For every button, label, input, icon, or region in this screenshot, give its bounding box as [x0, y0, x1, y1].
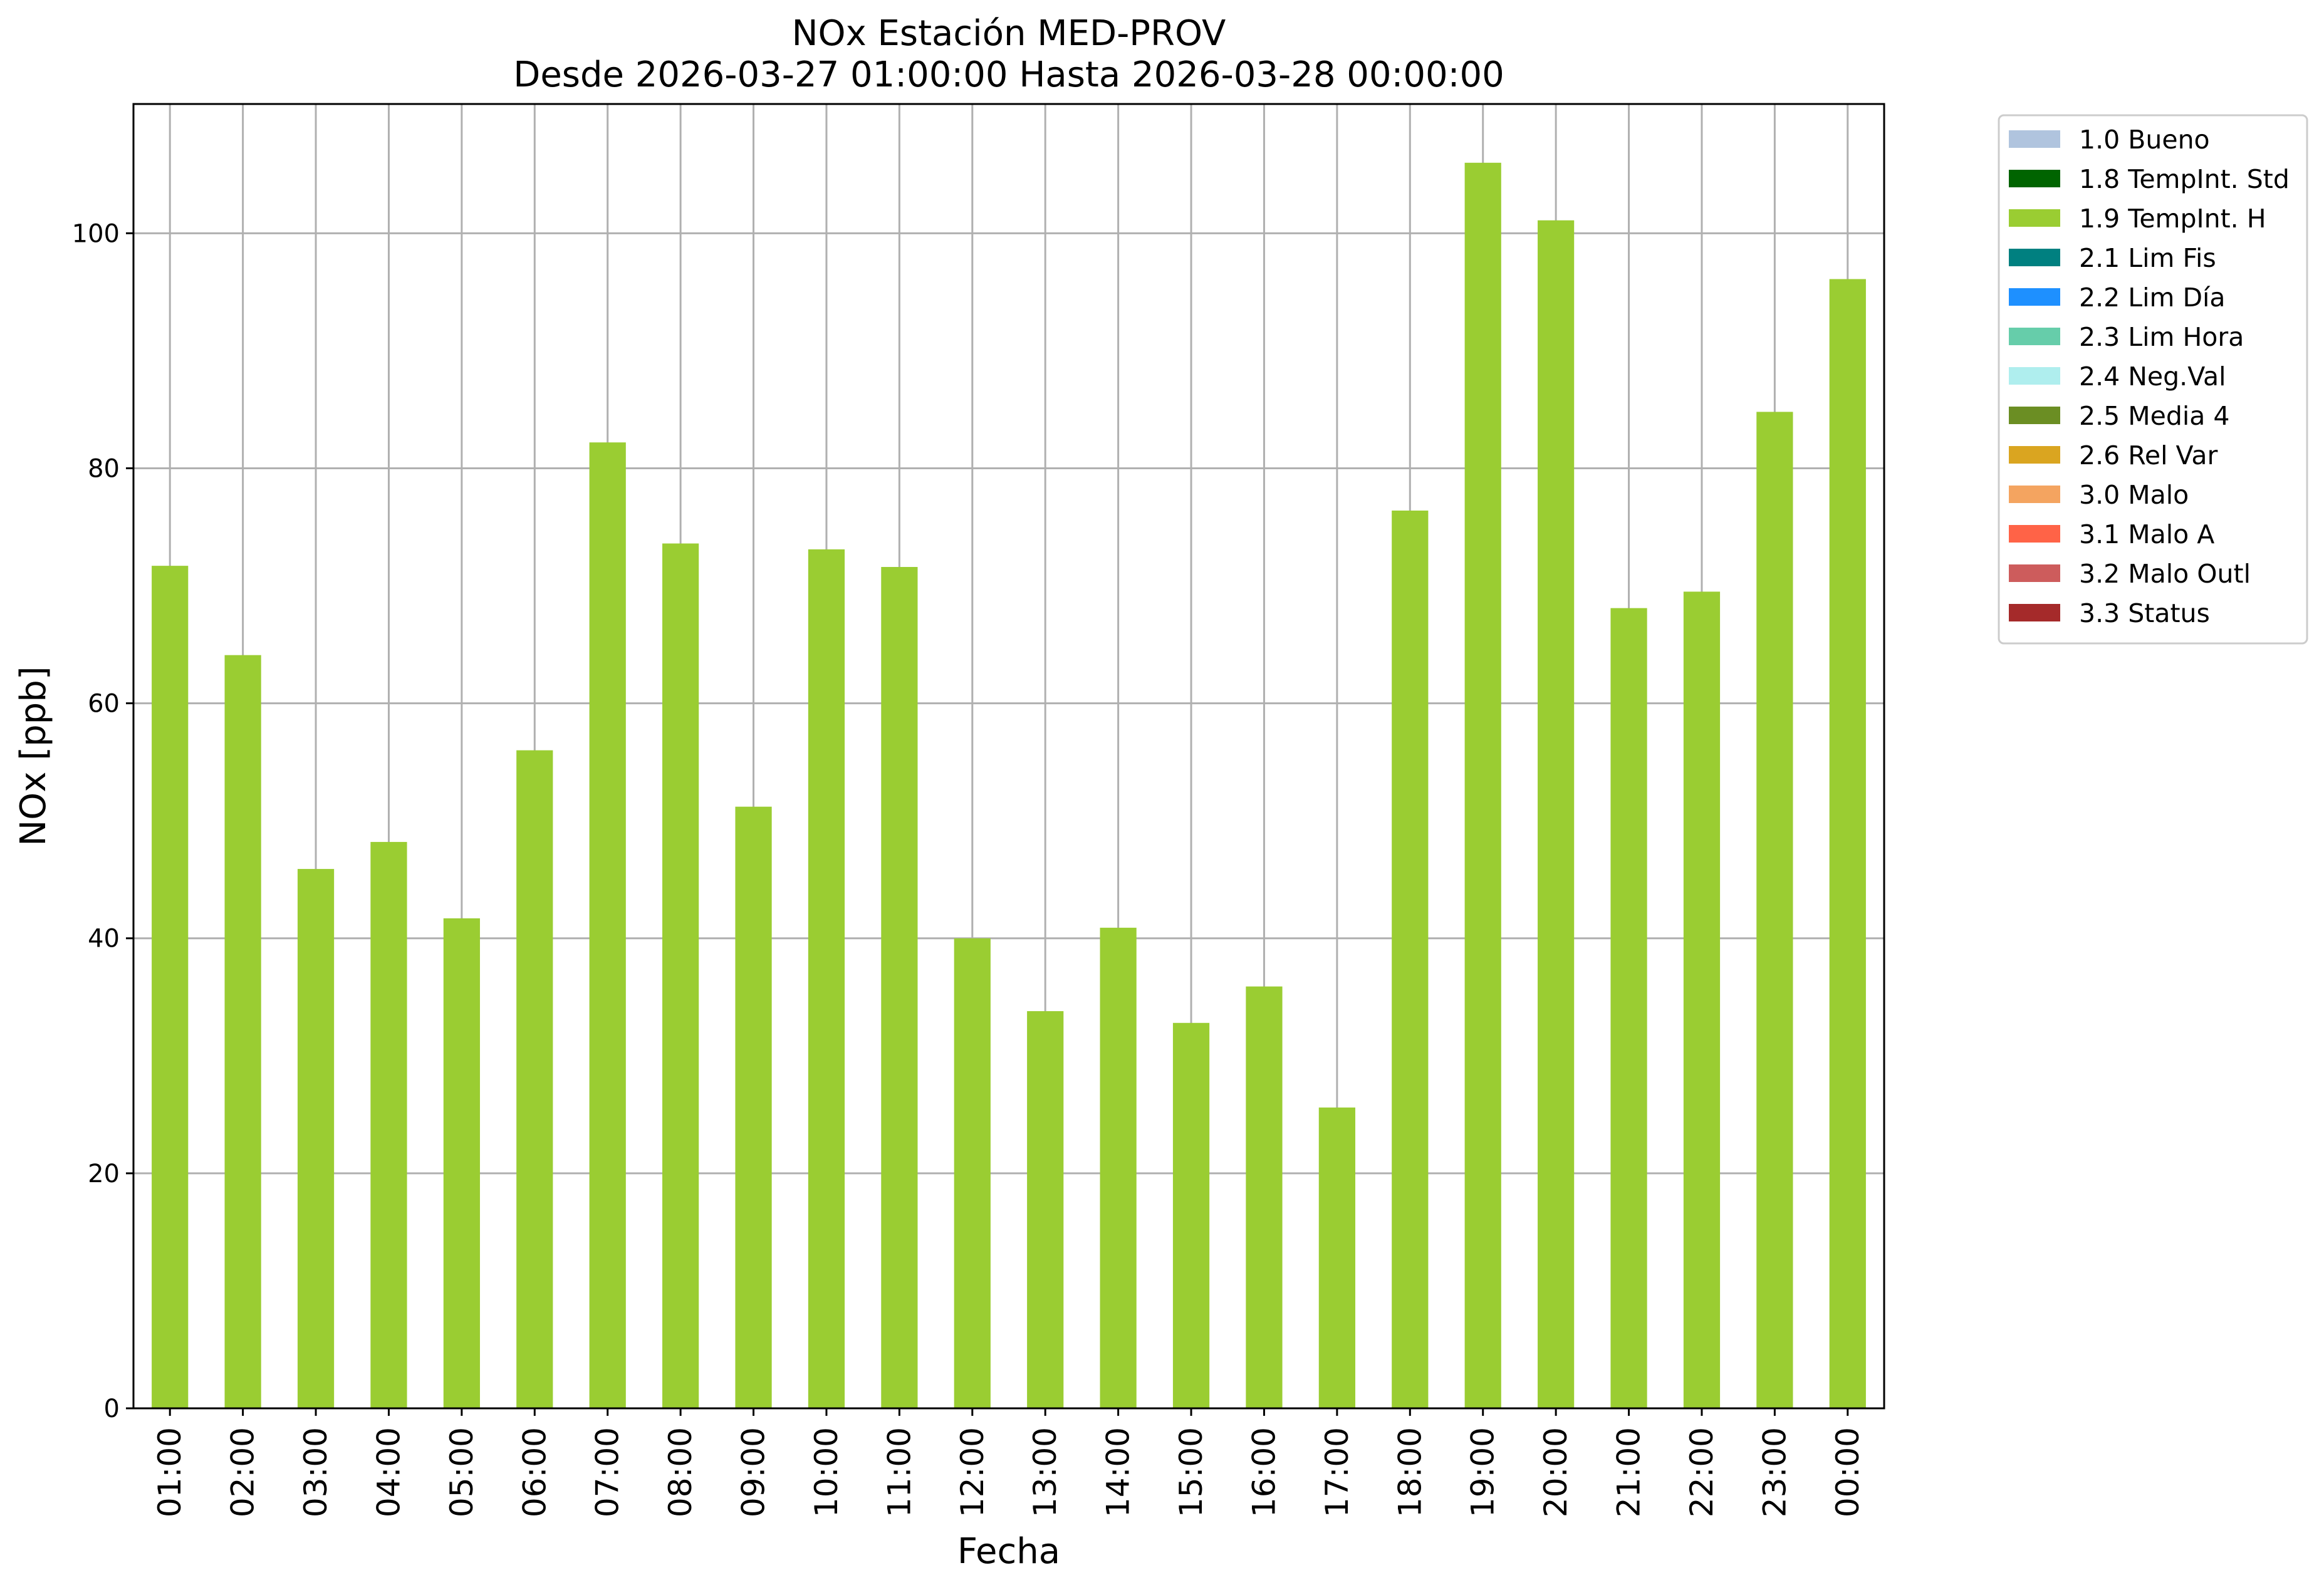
bar-2000	[1538, 220, 1575, 1408]
legend-label: 2.6 Rel Var	[2079, 440, 2218, 470]
x-tick-label: 03:00	[298, 1427, 334, 1517]
x-tick-label: 18:00	[1392, 1427, 1428, 1517]
legend-label: 2.1 Lim Fis	[2079, 243, 2216, 273]
x-tick-label: 14:00	[1100, 1427, 1137, 1517]
bar-0600	[516, 750, 553, 1408]
x-tick-label: 04:00	[370, 1427, 407, 1517]
legend-label: 3.2 Malo Outl	[2079, 559, 2251, 589]
legend-swatch	[2009, 367, 2060, 385]
legend-label: 2.5 Media 4	[2079, 401, 2230, 431]
bar-2100	[1610, 608, 1647, 1409]
x-axis-label: Fecha	[957, 1531, 1060, 1572]
bar-0200	[224, 655, 261, 1408]
legend-label: 3.3 Status	[2079, 598, 2210, 628]
bar-1600	[1246, 986, 1283, 1408]
legend-label: 3.0 Malo	[2079, 480, 2189, 510]
chart-subtitle: Desde 2026-03-27 01:00:00 Hasta 2026-03-…	[513, 55, 1504, 95]
bar-0500	[443, 918, 480, 1408]
x-tick-label: 21:00	[1611, 1427, 1647, 1517]
bar-0300	[297, 869, 335, 1408]
legend-swatch	[2009, 209, 2060, 227]
y-tick-label: 0	[104, 1395, 120, 1423]
bar-1900	[1464, 162, 1501, 1408]
y-axis-ticks: 0 20 40 60 80 100	[72, 219, 133, 1423]
legend-swatch	[2009, 249, 2060, 266]
x-tick-label: 08:00	[662, 1427, 699, 1517]
legend-label: 2.3 Lim Hora	[2079, 322, 2244, 352]
bar-0800	[662, 543, 699, 1408]
legend-box	[1998, 114, 2308, 645]
legend-swatch	[2009, 604, 2060, 621]
plot-frame	[132, 103, 1885, 1410]
legend-label: 1.9 TempInt. H	[2079, 204, 2266, 234]
legend-label: 2.4 Neg.Val	[2079, 361, 2226, 392]
legend-swatch	[2009, 564, 2060, 582]
bar-0100	[152, 566, 189, 1408]
x-tick-label: 01:00	[152, 1427, 188, 1517]
x-axis-ticks: 01:00 02:00 03:00 04:00 05:00 06:00 07:00 08:00…	[152, 1408, 1866, 1517]
x-tick-label: 12:00	[954, 1427, 991, 1517]
y-tick-label: 40	[88, 925, 120, 953]
legend-swatch	[2009, 328, 2060, 345]
x-tick-label: 20:00	[1538, 1427, 1574, 1517]
legend-label: 2.2 Lim Día	[2079, 283, 2226, 313]
bar-2300	[1756, 412, 1793, 1408]
x-tick-label: 23:00	[1756, 1427, 1793, 1517]
legend-swatch	[2009, 407, 2060, 424]
x-tick-label: 19:00	[1465, 1427, 1501, 1517]
bar-1200	[954, 938, 991, 1408]
x-tick-label: 05:00	[444, 1427, 480, 1517]
x-tick-label: 22:00	[1684, 1427, 1720, 1517]
bar-1100	[881, 567, 918, 1408]
legend-label: 1.8 TempInt. Std	[2079, 164, 2290, 194]
x-tick-label: 06:00	[516, 1427, 553, 1517]
legend-swatch	[2009, 130, 2060, 148]
legend-swatch	[2009, 486, 2060, 503]
bar-1300	[1027, 1011, 1064, 1408]
x-tick-label: 10:00	[808, 1427, 845, 1517]
bar-2200	[1683, 591, 1721, 1408]
y-axis-label: NOx [ppb]	[13, 666, 54, 846]
x-tick-label: 13:00	[1027, 1427, 1063, 1517]
bars	[152, 162, 1866, 1409]
y-tick-label: 60	[88, 690, 120, 719]
x-tick-label: 11:00	[881, 1427, 917, 1517]
x-tick-label: 17:00	[1319, 1427, 1355, 1517]
bar-0400	[370, 841, 407, 1408]
legend-swatch	[2009, 525, 2060, 543]
legend: 1.0 Bueno 1.8 TempInt. Std 1.9 TempInt. H 2…	[1998, 114, 2308, 645]
x-tick-label: 07:00	[590, 1427, 626, 1517]
x-tick-label: 00:00	[1830, 1427, 1866, 1517]
bar-0000	[1829, 279, 1866, 1408]
bar-0700	[589, 442, 626, 1408]
x-tick-label: 02:00	[225, 1427, 261, 1517]
x-tick-label: 16:00	[1246, 1427, 1282, 1517]
legend-swatch	[2009, 446, 2060, 464]
legend-swatch	[2009, 288, 2060, 306]
bar-0900	[735, 806, 772, 1408]
y-tick-label: 100	[72, 219, 120, 248]
bar-1400	[1100, 927, 1137, 1408]
legend-label: 3.1 Malo A	[2079, 519, 2214, 549]
legend-swatch	[2009, 170, 2060, 187]
bar-1500	[1172, 1022, 1210, 1408]
legend-label: 1.0 Bueno	[2079, 125, 2210, 155]
x-tick-label: 09:00	[736, 1427, 772, 1517]
y-tick-label: 80	[88, 454, 120, 483]
chart-title: NOx Estación MED-PROV	[792, 13, 1226, 54]
x-tick-label: 15:00	[1173, 1427, 1209, 1517]
y-tick-label: 20	[88, 1160, 120, 1188]
bar-1000	[808, 549, 845, 1408]
bar-1700	[1318, 1107, 1355, 1408]
bar-1800	[1392, 510, 1429, 1408]
